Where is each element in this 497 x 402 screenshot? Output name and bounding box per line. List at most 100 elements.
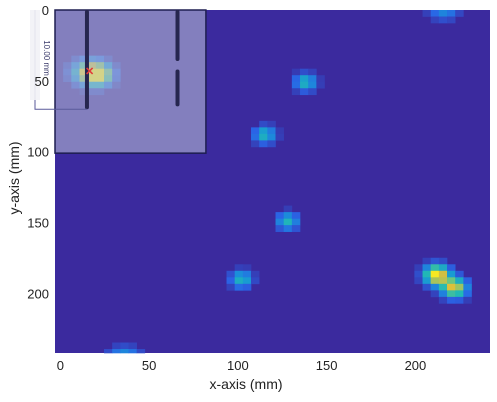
heatmap-cell: [438, 10, 448, 17]
heatmap-cell: [430, 277, 440, 285]
heatmap-cell: [275, 133, 284, 141]
heatmap-cell: [128, 349, 137, 354]
heatmap-cell: [251, 133, 260, 141]
heatmap-cell: [300, 75, 309, 83]
heatmap-cell: [283, 225, 293, 232]
heatmap-cell: [422, 277, 431, 285]
heatmap-cell: [242, 264, 252, 272]
heatmap-cell: [430, 270, 440, 278]
scale-tab: [30, 10, 40, 100]
heatmap-cell: [226, 283, 235, 291]
heatmap-cell: [226, 270, 235, 278]
heatmap-cell: [300, 88, 309, 96]
heatmap-cell: [422, 257, 431, 265]
y-axis-label: y-axis (mm): [6, 141, 22, 214]
heatmap-cell: [283, 218, 293, 226]
x-tick-label: 0: [57, 358, 64, 373]
heatmap-cell: [422, 10, 431, 17]
heatmap-cell: [447, 16, 456, 24]
heatmap-cell: [267, 127, 276, 135]
heatmap-cell: [234, 270, 244, 278]
x-tick-label: 50: [142, 358, 156, 373]
heatmap-cell: [308, 75, 317, 83]
heatmap-cell: [112, 349, 121, 354]
heatmap-cell: [104, 349, 113, 354]
heatmap-cell: [291, 218, 301, 226]
heatmap-cell: [308, 88, 317, 96]
scale-label: 10.00 mm: [42, 40, 51, 76]
heatmap-cell: [447, 10, 456, 17]
heatmap-cell: [259, 120, 268, 128]
heatmap-cell: [316, 75, 325, 83]
heatmap-cell: [300, 81, 309, 89]
heatmap-cell: [430, 283, 440, 291]
heatmap-cell: [128, 342, 137, 350]
heatmap-cell: [291, 75, 301, 83]
heatmap-cell: [438, 264, 448, 272]
heatmap-cell: [136, 349, 146, 354]
heatmap-cell: [438, 283, 448, 291]
heatmap-cell: [455, 10, 464, 17]
heatmap-cell: [422, 270, 431, 278]
y-tick-label: 100: [27, 145, 49, 160]
heatmap-cell: [447, 283, 456, 291]
x-tick-label: 200: [405, 358, 427, 373]
axis-ticks: 0 50 100 150 200 0 50 100 150 200: [27, 3, 426, 373]
heatmap-cell: [430, 10, 440, 17]
heatmap-cell: [463, 283, 472, 291]
heatmap-cell: [463, 296, 472, 304]
heatmap-cell: [259, 127, 268, 135]
heatmap-cell: [414, 264, 423, 272]
heatmap-cell: [414, 270, 423, 278]
marker-cross: [86, 67, 94, 75]
heatmap-cell: [300, 68, 309, 76]
heatmap-cell: [455, 290, 464, 298]
heatmap-cell: [447, 270, 456, 278]
heatmap-cell: [447, 290, 456, 298]
heatmap-cell: [112, 342, 121, 350]
heatmap-cell: [430, 264, 440, 272]
y-tick-label: 50: [35, 74, 49, 89]
heatmap-cell: [283, 205, 293, 213]
heatmap-cell: [291, 81, 301, 89]
heatmap-cell: [414, 277, 423, 285]
heatmap-cell: [291, 212, 301, 219]
heatmap-cell: [275, 212, 284, 219]
heatmap-cell: [267, 140, 276, 148]
heatmap-cell: [291, 225, 301, 232]
heatmap-cell: [283, 212, 293, 219]
x-axis-label: x-axis (mm): [209, 376, 282, 392]
y-tick-label: 200: [27, 286, 49, 301]
overlay-slot-bar: [84, 10, 89, 110]
heatmap-cell: [251, 270, 260, 278]
heatmap-cell: [455, 277, 464, 285]
heatmap-cell: [242, 277, 252, 285]
heatmap-cell: [251, 127, 260, 135]
y-tick-label: 150: [27, 216, 49, 231]
heatmap-cell: [291, 68, 301, 76]
heatmap-cell: [455, 296, 464, 304]
heatmap-cell: [455, 283, 464, 291]
heatmap-cell: [430, 290, 440, 298]
heatmap-cell: [463, 277, 472, 285]
heatmap-cell: [267, 120, 276, 128]
heatmap-cell: [267, 133, 276, 141]
heatmap-cell: [455, 270, 464, 278]
heatmap-cell: [430, 16, 440, 24]
x-tick-label: 100: [227, 358, 249, 373]
heatmap-cell: [308, 81, 317, 89]
heatmap-cell: [275, 218, 284, 226]
selection-overlay[interactable]: 10.00 mm: [30, 9, 207, 154]
heatmap-cell: [259, 140, 268, 148]
overlay-slot-bar: [175, 10, 180, 62]
heatmap-cell: [251, 140, 260, 148]
heatmap-cell: [275, 127, 284, 135]
heatmap-cell: [438, 16, 448, 24]
heatmap-cell: [291, 88, 301, 96]
heatmap-cell: [438, 277, 448, 285]
heatmap-cell: [242, 270, 252, 278]
heatmap-cell: [120, 342, 129, 350]
heatmap-cell: [275, 225, 284, 232]
heatmap-cell: [120, 349, 129, 354]
